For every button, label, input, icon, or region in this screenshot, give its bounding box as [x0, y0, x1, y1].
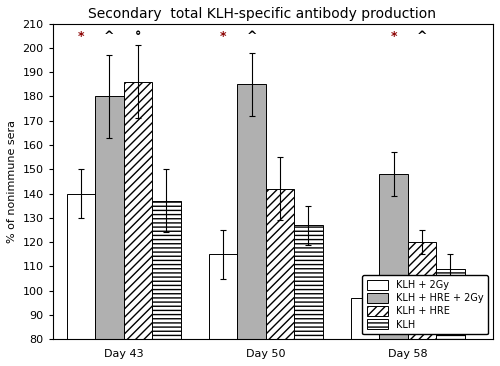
- Bar: [408, 242, 436, 339]
- Bar: [351, 298, 380, 339]
- Bar: [152, 201, 180, 339]
- Text: ^: ^: [104, 30, 115, 43]
- Text: Secondary  total KLH-specific antibody production: Secondary total KLH-specific antibody pr…: [88, 7, 436, 21]
- Legend: KLH + 2Gy, KLH + HRE + 2Gy, KLH + HRE, KLH: KLH + 2Gy, KLH + HRE + 2Gy, KLH + HRE, K…: [362, 275, 488, 335]
- Bar: [238, 84, 266, 339]
- Bar: [124, 82, 152, 339]
- Text: *: *: [390, 30, 397, 43]
- Text: °: °: [134, 30, 141, 43]
- Bar: [67, 194, 96, 339]
- Text: *: *: [220, 30, 226, 43]
- Text: *: *: [78, 30, 84, 43]
- Bar: [294, 225, 322, 339]
- Bar: [266, 189, 294, 339]
- Bar: [436, 269, 464, 339]
- Bar: [209, 254, 238, 339]
- Y-axis label: % of nonimmune sera: % of nonimmune sera: [7, 120, 17, 243]
- Text: ^: ^: [417, 30, 428, 43]
- Text: ^: ^: [246, 30, 257, 43]
- Bar: [96, 96, 124, 339]
- Bar: [380, 174, 408, 339]
